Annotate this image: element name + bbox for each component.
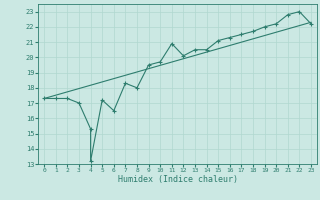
X-axis label: Humidex (Indice chaleur): Humidex (Indice chaleur) — [118, 175, 238, 184]
